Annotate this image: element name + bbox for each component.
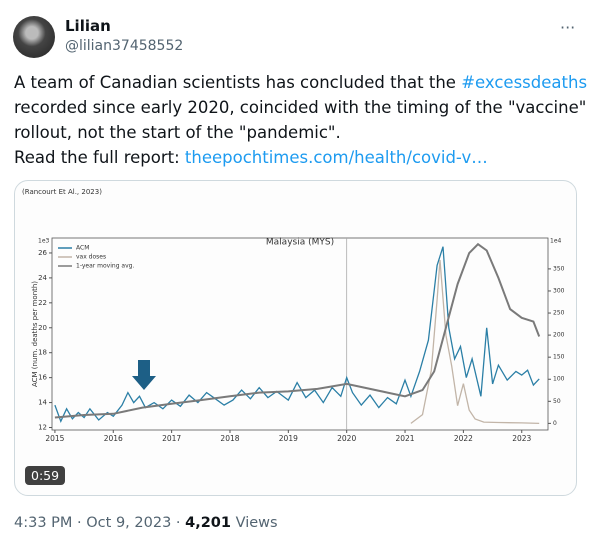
legend-label: 1-year moving avg.	[76, 263, 134, 270]
y-offset-label: 1e3	[38, 238, 50, 245]
x-tick-label: 2021	[395, 434, 414, 443]
y2-tick-label: 250	[553, 310, 565, 317]
text: Read the full report:	[14, 148, 185, 167]
y-tick-label: 24	[38, 274, 47, 282]
avatar[interactable]	[13, 16, 55, 58]
y-tick-label: 12	[38, 424, 47, 432]
timestamp: 4:33 PM · Oct 9, 2023 · 4,201 Views	[14, 515, 278, 531]
y2-tick-label: 350	[553, 265, 565, 272]
y-tick-label: 16	[38, 374, 47, 382]
separator: ·	[77, 515, 82, 531]
arrow	[132, 360, 156, 390]
series-line	[54, 242, 541, 419]
y2-tick-label: 100	[553, 376, 565, 383]
chart-title: Malaysia (MYS)	[266, 238, 334, 248]
y2-tick-label: 200	[553, 332, 565, 339]
y-tick-label: 22	[38, 299, 47, 307]
text: A team of Canadian scientists has conclu…	[14, 73, 462, 92]
y2-offset-label: 1e4	[550, 238, 562, 245]
x-tick-label: 2019	[279, 434, 298, 443]
x-tick-label: 2015	[45, 434, 64, 443]
y2-tick-label: 150	[553, 354, 565, 361]
plot-area	[51, 237, 549, 431]
y2-tick-label: 300	[553, 287, 565, 294]
views-count: 4,201	[185, 515, 231, 531]
separator: ·	[175, 515, 181, 531]
source: (Rancourt Et Al., 2023)	[22, 188, 102, 196]
link[interactable]: theepochtimes.com/health/covid-v…	[184, 148, 488, 167]
x-tick-label: 2016	[104, 434, 123, 443]
duration: 0:59	[25, 466, 66, 485]
legend-label: vax doses	[76, 254, 106, 261]
y-tick-label: 14	[38, 399, 47, 407]
x-tick-label: 2023	[512, 434, 531, 443]
y2-tick-label: 50	[553, 398, 561, 405]
y2-tick-label: 0	[553, 420, 557, 427]
x-tick-label: 2017	[162, 434, 181, 443]
views-label: Views	[235, 515, 278, 531]
y-tick-label: 18	[38, 349, 47, 357]
video[interactable]	[14, 180, 577, 496]
y-tick-label: 20	[38, 324, 47, 332]
date[interactable]: Oct 9, 2023	[86, 515, 172, 531]
more-menu[interactable]: ···	[560, 18, 576, 37]
user-name[interactable]: Lilian	[65, 17, 111, 35]
series-line	[54, 246, 540, 424]
tweet-text: A team of Canadian scientists has conclu…	[14, 70, 589, 170]
hashtag[interactable]: #excessdeaths	[461, 73, 588, 92]
y-axis-label: ACM (num. deaths per month)	[31, 281, 39, 387]
x-tick-label: 2020	[337, 434, 356, 443]
user-handle[interactable]: @lilian37458552	[65, 38, 184, 54]
x-tick-label: 2018	[220, 434, 239, 443]
y-tick-label: 26	[38, 249, 47, 257]
text: recorded since early 2020, coincided wit…	[14, 98, 587, 142]
time[interactable]: 4:33 PM	[14, 515, 73, 531]
legend-label: ACM	[76, 245, 89, 252]
x-tick-label: 2022	[454, 434, 473, 443]
series-line	[410, 260, 540, 425]
